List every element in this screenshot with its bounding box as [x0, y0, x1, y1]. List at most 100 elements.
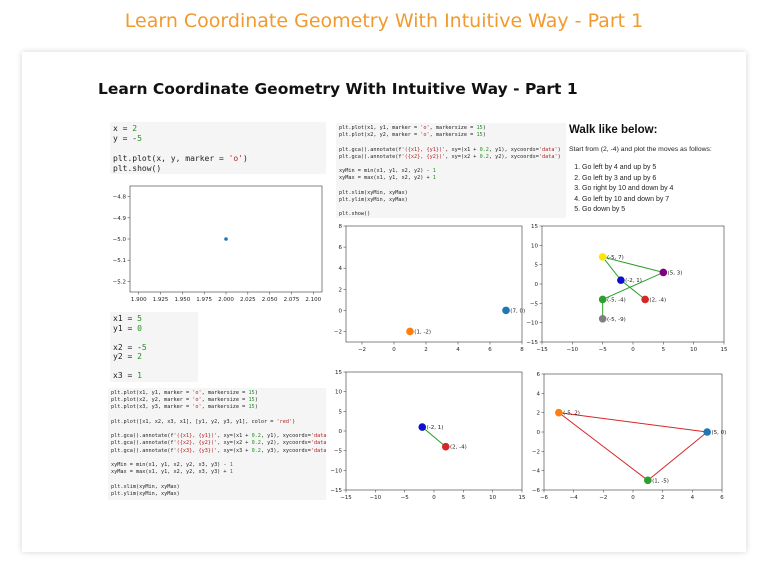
series-line	[557, 411, 708, 481]
code-line: plt.gca().annotate(f'({x2}, {y2})', xy=(…	[339, 153, 561, 160]
chart-two-points-segment: −15 −10 −5 0 5 10 15 −15 −10 −5 0 5 10 15 (-2, 1) (2, -…	[330, 370, 526, 501]
code-line: xyMin = min(x1, y1, x2, y2) - 1	[339, 168, 436, 175]
data-point	[441, 442, 450, 451]
x-tick-label: 15	[519, 495, 526, 501]
walk-step: Go left by 3 and up by 6	[582, 174, 673, 185]
series-line	[421, 426, 447, 448]
plot-frame	[543, 373, 723, 491]
x-tick-label: 2.025	[240, 297, 256, 303]
y-tick-label: 2	[339, 287, 343, 293]
y-tick-label: 15	[531, 224, 538, 230]
data-point	[644, 476, 652, 485]
code-line: x2 = -5	[113, 342, 147, 352]
code-line: plt.plot(x2, y2, marker = 'o', markersiz…	[339, 132, 486, 139]
code-line	[339, 183, 563, 190]
code-line: x3 = 1	[113, 371, 142, 380]
walk-title: Walk like below:	[569, 124, 658, 136]
x-tick-label: −15	[340, 495, 352, 501]
code-line	[339, 161, 563, 168]
point-label: (-2, 1)	[625, 278, 642, 284]
y-tick-label: −15	[526, 340, 538, 346]
x-tick-label: −5	[599, 347, 608, 353]
data-point	[617, 276, 625, 284]
chart-walk-path: −15 −10 −5 0 5 10 15 −15 −10 −5 0 5 10 15 (2, -4) (-2, …	[526, 224, 728, 353]
x-tick-label: 15	[721, 347, 728, 353]
y-tick-label: −5	[334, 449, 343, 455]
x-tick-label: 10	[489, 495, 496, 501]
y-tick-label: 10	[335, 390, 342, 396]
x-tick-label: 6	[488, 347, 492, 353]
y-tick-label: −5.1	[113, 258, 126, 264]
x-tick-label: 1.950	[174, 297, 190, 303]
code-line	[111, 455, 323, 462]
code-line: plt.xlim(xyMin, xyMax)	[111, 483, 180, 490]
data-point	[555, 408, 563, 417]
x-tick-label: −5	[401, 495, 410, 501]
plot-frame	[345, 225, 523, 343]
code-line: plt.show()	[113, 164, 162, 173]
walk-step: Go down by 5	[582, 205, 673, 216]
y-tick-label: −4.9	[113, 216, 127, 222]
code-line	[111, 412, 323, 419]
y-tick-label: −15	[330, 488, 342, 494]
data-point	[418, 423, 427, 431]
code-line	[111, 426, 323, 433]
code-line: y = -5	[113, 134, 142, 143]
code-line: y2 = 2	[113, 352, 142, 361]
x-tick-label: 0	[392, 347, 396, 353]
y-tick-label: −6	[532, 488, 541, 494]
x-tick-label: 5	[662, 347, 666, 353]
chart-single-point: 1.900 1.925 1.950 1.975 2.000 2.025 2.050 2.075…	[113, 185, 323, 303]
code-line	[111, 498, 323, 500]
code-line: plt.gca().annotate(f'({x1}, {y1})', xy=(…	[339, 146, 561, 153]
point-label: (-5, -9)	[607, 317, 626, 323]
data-point	[703, 428, 711, 436]
code-cell-three-points-vars: x1 = 5y1 = 0 x2 = -5y2 = 2 x3 = 1y3 = -5	[110, 312, 198, 382]
point-label: (1, -2)	[414, 329, 431, 335]
point-label: (-5, -4)	[607, 297, 626, 303]
code-line	[113, 362, 195, 372]
y-tick-label: 4	[537, 391, 541, 397]
x-tick-label: 1.925	[153, 297, 169, 303]
x-tick-label: −2	[358, 347, 366, 353]
code-line: plt.show()	[339, 211, 371, 218]
x-tick-label: 5	[462, 495, 466, 501]
y-tick-label: 5	[535, 263, 539, 269]
x-tick-label: 10	[690, 347, 697, 353]
walk-step: Go left by 10 and down by 7	[582, 195, 673, 206]
y-tick-label: −10	[526, 321, 538, 327]
code-line: plt.gca().annotate(f'({x1}, {y1})', xy=(…	[111, 433, 326, 440]
y-tick-label: −5.2	[113, 279, 126, 285]
code-line	[113, 144, 323, 154]
y-tick-label: −2	[532, 449, 540, 455]
x-tick-label: 2.075	[284, 297, 300, 303]
x-tick-label: 0	[631, 495, 635, 501]
data-point	[598, 295, 607, 304]
chart-triangle: −6 −4 −2 0 2 4 6 −6 −4 −2 0 2 4 6 (5, 0) (-5, 2) (1, -5)	[532, 372, 726, 501]
point-label: (2, -4)	[450, 445, 467, 451]
x-tick-label: −10	[370, 495, 382, 501]
x-tick-label: −4	[570, 495, 579, 501]
data-point	[406, 327, 414, 336]
point-label: (7, 0)	[510, 308, 525, 314]
code-line: y3 = -5	[113, 381, 195, 383]
x-tick-label: 2.050	[262, 297, 278, 303]
y-tick-label: 10	[531, 243, 538, 249]
x-tick-label: 8	[520, 347, 524, 353]
code-line: plt.plot(x3, y3, marker = 'o', markersiz…	[111, 404, 258, 411]
plot-frame	[345, 371, 523, 491]
code-cell-triangle: plt.plot(x1, y1, marker = 'o', markersiz…	[108, 388, 326, 500]
code-line: xyMax = max(x1, y1, x2, y2, x3, y3) + 1	[111, 469, 233, 476]
y-tick-label: 8	[339, 224, 343, 230]
x-tick-label: 0	[631, 347, 635, 353]
y-tick-label: 6	[339, 245, 343, 251]
code-line: plt.plot([x1, x2, x3, x1], [y1, y2, y3, …	[111, 418, 296, 425]
code-line: x = 2	[113, 124, 138, 133]
x-tick-label: 4	[691, 495, 695, 501]
y-tick-label: 2	[537, 411, 541, 417]
page-heading: Learn Coordinate Geometry With Intuitive…	[124, 10, 644, 32]
x-tick-label: 0	[432, 495, 436, 501]
x-tick-label: 2.100	[305, 297, 321, 303]
x-tick-label: 4	[456, 347, 460, 353]
